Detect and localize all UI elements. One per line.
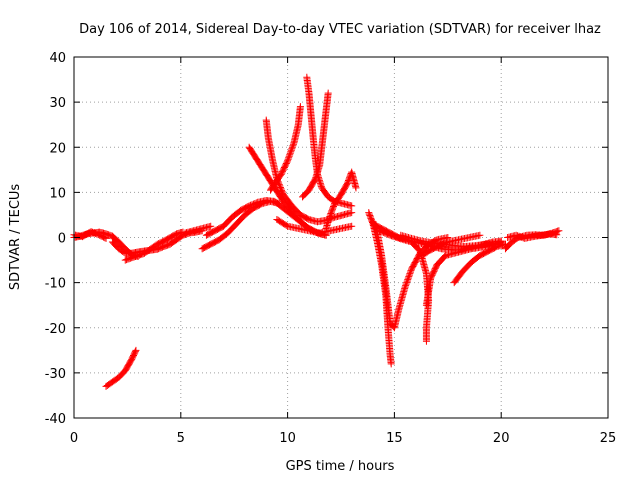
data-point — [251, 200, 259, 208]
data-point — [285, 154, 293, 162]
data-point — [404, 274, 412, 282]
data-point — [514, 232, 522, 240]
data-point — [278, 186, 286, 194]
data-point — [278, 188, 286, 196]
x-tick-label: 5 — [177, 431, 185, 446]
chart-title: Day 106 of 2014, Sidereal Day-to-day VTE… — [79, 22, 601, 37]
data-point — [555, 227, 563, 235]
data-point — [131, 348, 139, 356]
data-series — [299, 89, 332, 201]
data-point — [287, 146, 295, 154]
data-point — [553, 231, 561, 239]
data-point — [247, 201, 255, 209]
data-point — [299, 193, 307, 201]
data-series — [262, 116, 356, 226]
data-point — [300, 192, 308, 200]
data-point — [252, 199, 260, 207]
data-point — [132, 346, 140, 354]
x-tick-label: 20 — [493, 431, 510, 446]
data-points — [70, 73, 563, 390]
data-point — [101, 234, 109, 242]
y-tick-label: -40 — [45, 412, 66, 427]
data-point — [288, 145, 296, 153]
data-point — [267, 186, 275, 194]
data-point — [403, 277, 411, 285]
data-point — [282, 221, 290, 229]
data-series — [322, 168, 360, 232]
data-series — [198, 197, 283, 253]
data-point — [403, 279, 411, 287]
data-series — [273, 215, 356, 237]
data-point — [404, 276, 412, 284]
y-tick-label: -30 — [45, 367, 66, 382]
data-point — [277, 185, 285, 193]
data-point — [93, 230, 101, 238]
y-tick-label: -20 — [45, 322, 66, 337]
data-point — [102, 234, 110, 242]
data-point — [422, 337, 430, 345]
data-point — [276, 183, 284, 191]
data-point — [512, 231, 520, 239]
data-point — [90, 229, 98, 237]
data-series — [450, 240, 509, 287]
axis-ticks: 0 5 10 15 20 25 -40 -30 -20 -10 0 10 20 30 40 — [45, 51, 617, 446]
data-point — [348, 202, 356, 210]
data-series — [418, 231, 484, 260]
y-tick-label: 30 — [49, 96, 66, 111]
data-series — [121, 228, 187, 264]
data-point — [327, 210, 335, 218]
data-point — [387, 360, 395, 368]
data-series — [504, 230, 561, 242]
y-tick-label: 10 — [49, 186, 66, 201]
y-tick-label: 20 — [49, 141, 66, 156]
data-point — [245, 202, 253, 210]
data-point — [290, 139, 298, 147]
data-point — [289, 142, 297, 150]
x-tick-label: 10 — [279, 431, 296, 446]
data-point — [276, 182, 284, 190]
data-point — [405, 273, 413, 281]
y-tick-label: 40 — [49, 51, 66, 66]
data-point — [515, 232, 523, 240]
data-point — [285, 152, 293, 160]
data-point — [405, 271, 413, 279]
data-point — [289, 140, 297, 148]
data-point — [476, 231, 484, 239]
data-series — [422, 240, 509, 309]
y-axis-label: SDTVAR / TECUs — [8, 184, 23, 291]
data-point — [401, 283, 409, 291]
data-point — [442, 239, 450, 247]
data-point — [284, 155, 292, 163]
data-point — [207, 222, 215, 230]
x-tick-label: 0 — [70, 431, 78, 446]
data-point — [286, 149, 294, 157]
data-series — [181, 222, 215, 237]
data-point — [402, 280, 410, 288]
x-tick-label: 15 — [386, 431, 403, 446]
data-point — [406, 270, 414, 278]
data-series — [267, 103, 304, 194]
y-tick-label: -10 — [45, 277, 66, 292]
x-axis-label: GPS time / hours — [286, 459, 395, 474]
data-point — [87, 228, 95, 236]
data-point — [286, 151, 294, 159]
data-point — [91, 229, 99, 237]
data-point — [516, 233, 524, 241]
data-point — [402, 282, 410, 290]
data-point — [249, 200, 257, 208]
data-point — [267, 185, 275, 193]
data-point — [348, 209, 356, 217]
data-series — [70, 228, 110, 242]
data-point — [348, 222, 356, 230]
data-point — [288, 143, 296, 151]
data-point — [406, 268, 414, 276]
data-series — [102, 346, 140, 390]
y-tick-label: 0 — [58, 232, 66, 247]
data-point — [287, 148, 295, 156]
x-tick-label: 25 — [600, 431, 617, 446]
data-point — [248, 201, 256, 209]
data-point — [89, 228, 97, 236]
